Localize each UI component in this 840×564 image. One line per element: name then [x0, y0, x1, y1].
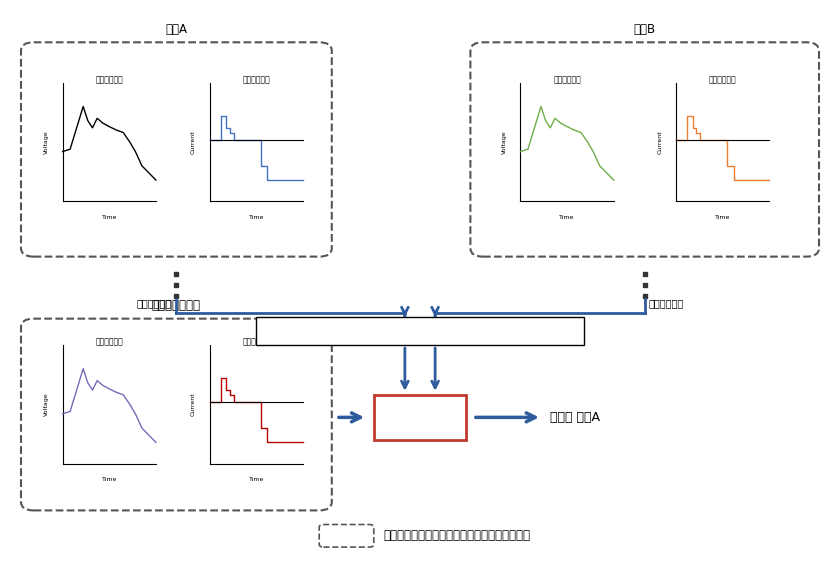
- Text: 電流パターン: 電流パターン: [243, 75, 270, 84]
- Text: Time: Time: [102, 215, 117, 220]
- Text: 電池A: 電池A: [165, 23, 187, 36]
- Bar: [256, 317, 584, 345]
- Text: 大量のデータ: 大量のデータ: [649, 298, 684, 309]
- Text: 電圧パターン: 電圧パターン: [96, 75, 123, 84]
- Text: 大量のデータ: 大量のデータ: [137, 298, 172, 309]
- Text: Current: Current: [191, 393, 196, 416]
- Text: 各電池の電圧や電流などのパラメータとの関係を学習: 各電池の電圧や電流などのパラメータとの関係を学習: [360, 327, 480, 336]
- Text: Current: Current: [191, 130, 196, 154]
- Text: 分類不明の電池: 分類不明の電池: [152, 299, 201, 312]
- Text: 電圧パターン: 電圧パターン: [96, 337, 123, 346]
- Text: Voltage: Voltage: [44, 393, 49, 416]
- Text: Current: Current: [657, 130, 662, 154]
- Text: Time: Time: [249, 215, 264, 220]
- Text: Time: Time: [559, 215, 575, 220]
- Text: Voltage: Voltage: [501, 130, 507, 154]
- Text: Time: Time: [249, 477, 264, 482]
- Text: 電池B: 電池B: [633, 23, 656, 36]
- Text: Time: Time: [102, 477, 117, 482]
- Text: Time: Time: [715, 215, 730, 220]
- Bar: [374, 395, 466, 440]
- Text: 電流パターン: 電流パターン: [709, 75, 737, 84]
- Text: リチウムイオン電池のパルス充放電特性の一例: リチウムイオン電池のパルス充放電特性の一例: [384, 529, 531, 543]
- Text: Voltage: Voltage: [44, 130, 49, 154]
- Text: 分類： 電池A: 分類： 電池A: [550, 411, 601, 424]
- Text: 電流パターン: 電流パターン: [243, 337, 270, 346]
- Text: 電圧パターン: 電圧パターン: [554, 75, 581, 84]
- Text: AIモデル: AIモデル: [400, 411, 440, 424]
